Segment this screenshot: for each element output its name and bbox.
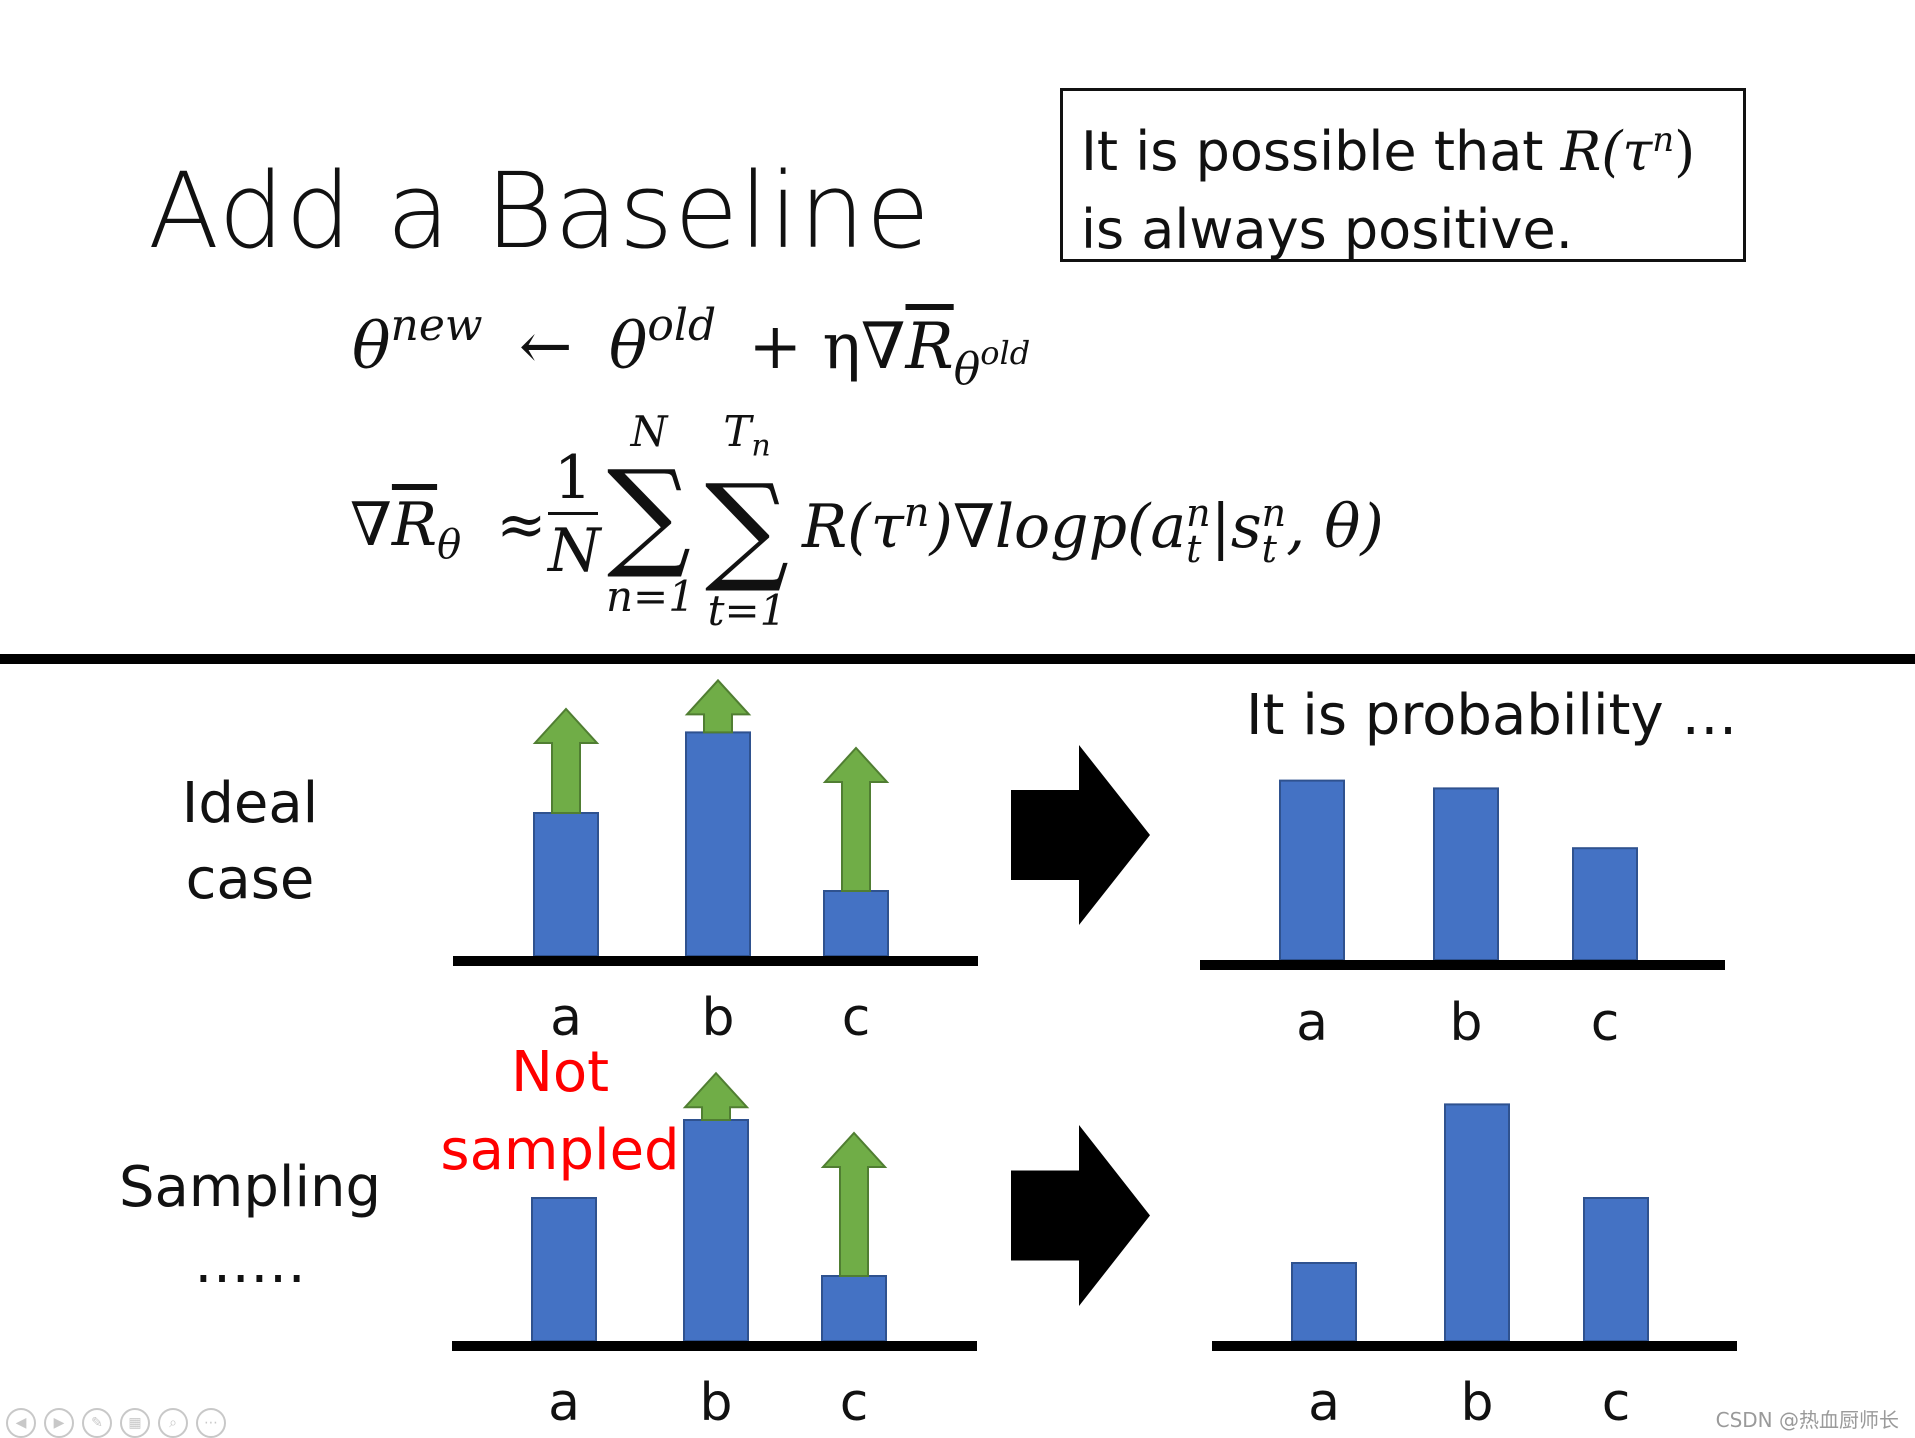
- ideal-case-label: Ideal case: [181, 771, 319, 912]
- ideal_left-arrow-b: [684, 678, 752, 734]
- sampling_right-bar-c: [1583, 1197, 1649, 1342]
- sampling_left-arrow-b: [682, 1071, 750, 1121]
- probability-caption: It is probability …: [1246, 683, 1738, 748]
- ideal_right-label-a: a: [1296, 993, 1328, 1053]
- more-icon[interactable]: ⋯: [196, 1408, 226, 1438]
- not-sampled-label: Not sampled: [440, 1040, 680, 1183]
- pen-icon[interactable]: ✎: [82, 1408, 112, 1438]
- slideshow-toolbar: ◀ ▶ ✎ ▦ ⌕ ⋯: [6, 1408, 226, 1438]
- sampling_right-label-a: a: [1308, 1373, 1340, 1433]
- next-icon[interactable]: ▶: [44, 1408, 74, 1438]
- ideal_left-bar-a: [533, 812, 599, 957]
- ideal_right-label-b: b: [1449, 993, 1482, 1053]
- note-line-2: is always positive.: [1081, 198, 1573, 261]
- note-box: It is possible that R(τn) is always posi…: [1060, 88, 1746, 262]
- ideal_left-label-b: b: [701, 988, 734, 1048]
- note-text-1: It is possible that: [1081, 120, 1544, 183]
- update-equation: θnew ← θold + η∇Rθold: [352, 300, 1031, 395]
- ideal_left-arrow-a: [532, 707, 600, 814]
- prev-icon[interactable]: ◀: [6, 1408, 36, 1438]
- zoom-icon[interactable]: ⌕: [158, 1408, 188, 1438]
- ideal_left-label-c: c: [842, 988, 871, 1048]
- sampling_left-arrow-c: [820, 1131, 888, 1277]
- note-math: R(τn): [1560, 120, 1696, 183]
- note-line-1: It is possible that R(τn): [1081, 101, 1725, 191]
- ideal_right-axis: [1200, 960, 1725, 970]
- ideal_left-arrow-c: [822, 746, 890, 892]
- sampling_left-bar-c: [821, 1275, 887, 1342]
- sampling_right-label-b: b: [1460, 1373, 1493, 1433]
- sampling_right-axis: [1212, 1341, 1737, 1351]
- sampling_right-bar-a: [1291, 1262, 1357, 1342]
- transition-arrow-2: [1011, 1125, 1150, 1306]
- watermark: CSDN @热血厨师长: [1715, 1408, 1899, 1432]
- sampling_left-axis: [452, 1341, 977, 1351]
- sampling-label: Sampling ……: [118, 1155, 382, 1296]
- sampling_left-bar-b: [683, 1119, 749, 1342]
- ideal_right-bar-a: [1279, 779, 1345, 961]
- separator-line: [0, 654, 1915, 664]
- sampling_left-label-b: b: [699, 1373, 732, 1433]
- slide-title: Add a Baseline: [148, 150, 931, 272]
- ideal_right-label-c: c: [1591, 993, 1620, 1053]
- sampling_right-label-c: c: [1602, 1373, 1631, 1433]
- sampling_left-bar-a: [531, 1197, 597, 1342]
- ideal_right-bar-c: [1572, 847, 1638, 962]
- sampling_left-label-a: a: [548, 1373, 580, 1433]
- ideal_left-bar-b: [685, 731, 751, 958]
- ideal_left-axis: [453, 956, 978, 966]
- transition-arrow-1: [1011, 745, 1150, 925]
- sampling_right-bar-b: [1444, 1103, 1510, 1343]
- ideal_right-bar-b: [1433, 787, 1499, 962]
- sampling_left-label-c: c: [840, 1373, 869, 1433]
- slides-icon[interactable]: ▦: [120, 1408, 150, 1438]
- ideal_left-label-a: a: [550, 988, 582, 1048]
- ideal_left-bar-c: [823, 890, 889, 957]
